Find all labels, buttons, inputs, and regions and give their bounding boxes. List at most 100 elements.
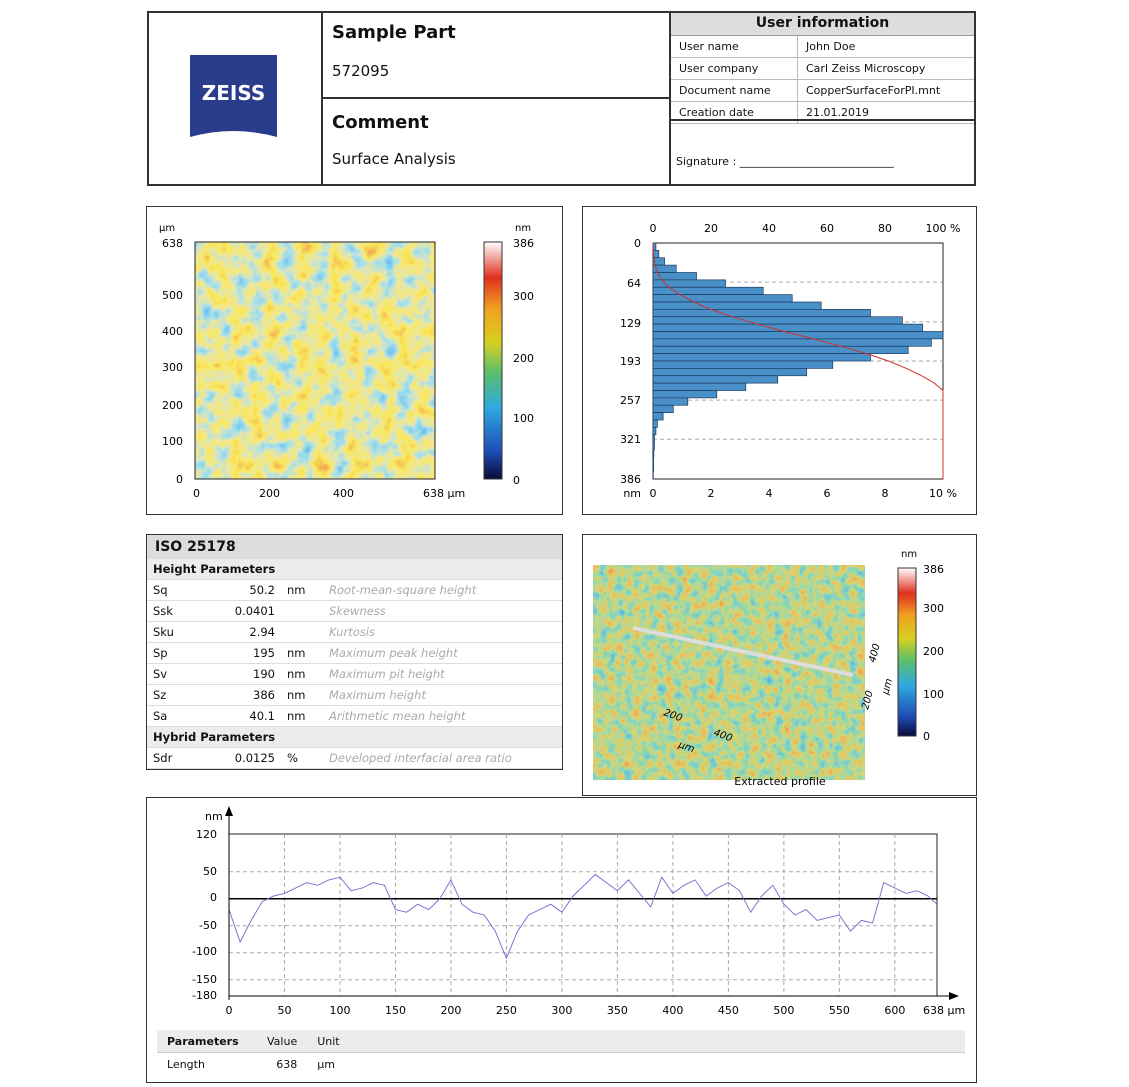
height-scale-unit: nm [515,223,531,234]
params-header: Unit [317,1034,340,1048]
hist-bar [652,286,764,295]
iso-table: Height Parameters Sq 50.2 nm Root-mean-squa… [147,559,562,769]
iso-param-unit: nm [281,684,323,706]
user-info-row: User company Carl Zeiss Microscopy [671,57,974,80]
hist-bar [652,316,903,325]
hist-bar [652,338,932,347]
surface-caption: Extracted profile [734,775,826,788]
height-map-y-tick: 500 [162,289,183,302]
iso-param-row: Sku 2.94 Kurtosis [147,621,562,643]
surface-scale-unit: nm [901,549,917,560]
profile-x-arrowhead [949,992,959,1000]
height-map-y-tick: 100 [162,435,183,448]
profile-x-tick: 400 [662,1004,683,1017]
hist-bar [652,449,655,458]
profile-x-tick: 0 [226,1004,233,1017]
profile-y-tick: -50 [199,919,217,932]
comment-value: Surface Analysis [332,150,456,168]
hist-top-tick: 80 [878,222,892,235]
hist-y-tick: 129 [620,317,641,330]
height-map-y-tick: 200 [162,399,183,412]
surface-color-scale [897,567,917,737]
hist-bar [652,368,808,377]
profile-panel: nm 120 50 0 -50 -100 -150 -180 638 µm 0 5… [146,797,977,1083]
hist-bar [652,412,664,421]
params-header: Parameters [167,1034,239,1048]
hist-y-unit: nm [623,487,641,500]
hist-bar [652,419,658,428]
iso-param-desc: Skewness [323,600,562,622]
iso-param-value: 2.94 [209,621,281,643]
surface-x-unit: µm [676,739,696,755]
height-map-svg: µm 638 500 400 300 200 100 0 0 200 400 6… [159,223,534,500]
profile-series-line [228,873,938,960]
iso-section-header: Height Parameters [147,559,562,580]
profile-y-arrowhead [225,806,233,816]
surface-y-unit: µm [880,677,895,697]
hist-bar [652,390,718,399]
height-map-y-tick: 400 [162,325,183,338]
params-value: 638 [276,1057,298,1071]
params-row: Length 638 µm [157,1052,965,1076]
iso-param-value: 190 [209,663,281,685]
iso-param-desc: Maximum peak height [323,642,562,664]
iso-param-unit [281,621,323,643]
hist-y-tick: 193 [620,355,641,368]
user-info-panel: User information User name John Doe User … [671,13,974,124]
user-info-value: 21.01.2019 [797,101,974,124]
iso-param-unit: nm [281,663,323,685]
profile-x-tick: 250 [496,1004,517,1017]
iso-param-name: Ssk [147,600,209,622]
iso-title: ISO 25178 [147,535,562,559]
profile-x-tick: 550 [829,1004,850,1017]
profile-x-tick: 100 [329,1004,350,1017]
iso-param-desc: Root-mean-square height [323,579,562,601]
part-label: Sample Part [332,22,456,43]
height-map-y-tick: 638 [162,237,183,250]
hist-bar [652,375,779,384]
hist-bar [652,456,654,465]
user-info-key: Creation date [671,101,798,124]
iso-section-header: Hybrid Parameters [147,726,562,748]
profile-x-tick: 450 [718,1004,739,1017]
iso-param-row: Sdr 0.0125% Developed interfacial area rat… [147,747,562,769]
iso-param-value: 0.0125 [209,747,281,769]
histogram-panel: 0 20 40 60 80 100 % 0 64 129 193 257 321… [582,206,977,515]
hist-bottom-tick: 6 [824,487,831,500]
hist-bar [652,441,655,450]
iso-param-name: Sq [147,579,209,601]
iso-param-value: 50.2 [209,579,281,601]
iso-param-value: 0.0401 [209,600,281,622]
hist-cumulative-curve [652,242,944,479]
surface-y-tick: 400 [867,642,883,663]
iso-param-unit: nm [281,705,323,727]
iso-param-name: Sdr [147,747,209,769]
hist-top-tick: 100 % [926,222,961,235]
iso-param-value: 195 [209,642,281,664]
height-map-x-tick: 0 [193,487,200,500]
signature-divider [671,119,976,121]
iso-param-desc: Arithmetic mean height [323,705,562,727]
iso-param-name: Sz [147,684,209,706]
iso-param-value: 40.1 [209,705,281,727]
iso-param-row: Sq 50.2 nm Root-mean-square height [147,579,562,601]
profile-params: Parameters Value Unit Length 638 µm [157,1030,965,1075]
iso-param-desc: Maximum pit height [323,663,562,685]
profile-y-tick: -150 [192,973,217,986]
iso-param-desc: Kurtosis [323,621,562,643]
profile-y-tick: -180 [192,989,217,1002]
surface-3d-render [593,565,865,780]
sample-part-title: Sample Part [332,22,456,43]
height-map-x-tick: 200 [259,487,280,500]
iso-parameters-panel: ISO 25178 Height Parameters Sq 50.2 nm Root… [146,534,563,770]
surface-scale-tick: 200 [923,645,944,658]
hist-bar [652,360,834,369]
profile-y-unit: nm [205,810,223,823]
hist-bar [652,427,657,436]
hist-y-tick: 257 [620,394,641,407]
height-map-frame [194,241,436,480]
hist-bar [652,345,909,354]
zeiss-logo: ZEISS [190,55,277,143]
hist-bar [652,404,674,413]
user-info-value: Carl Zeiss Microscopy [797,57,974,80]
